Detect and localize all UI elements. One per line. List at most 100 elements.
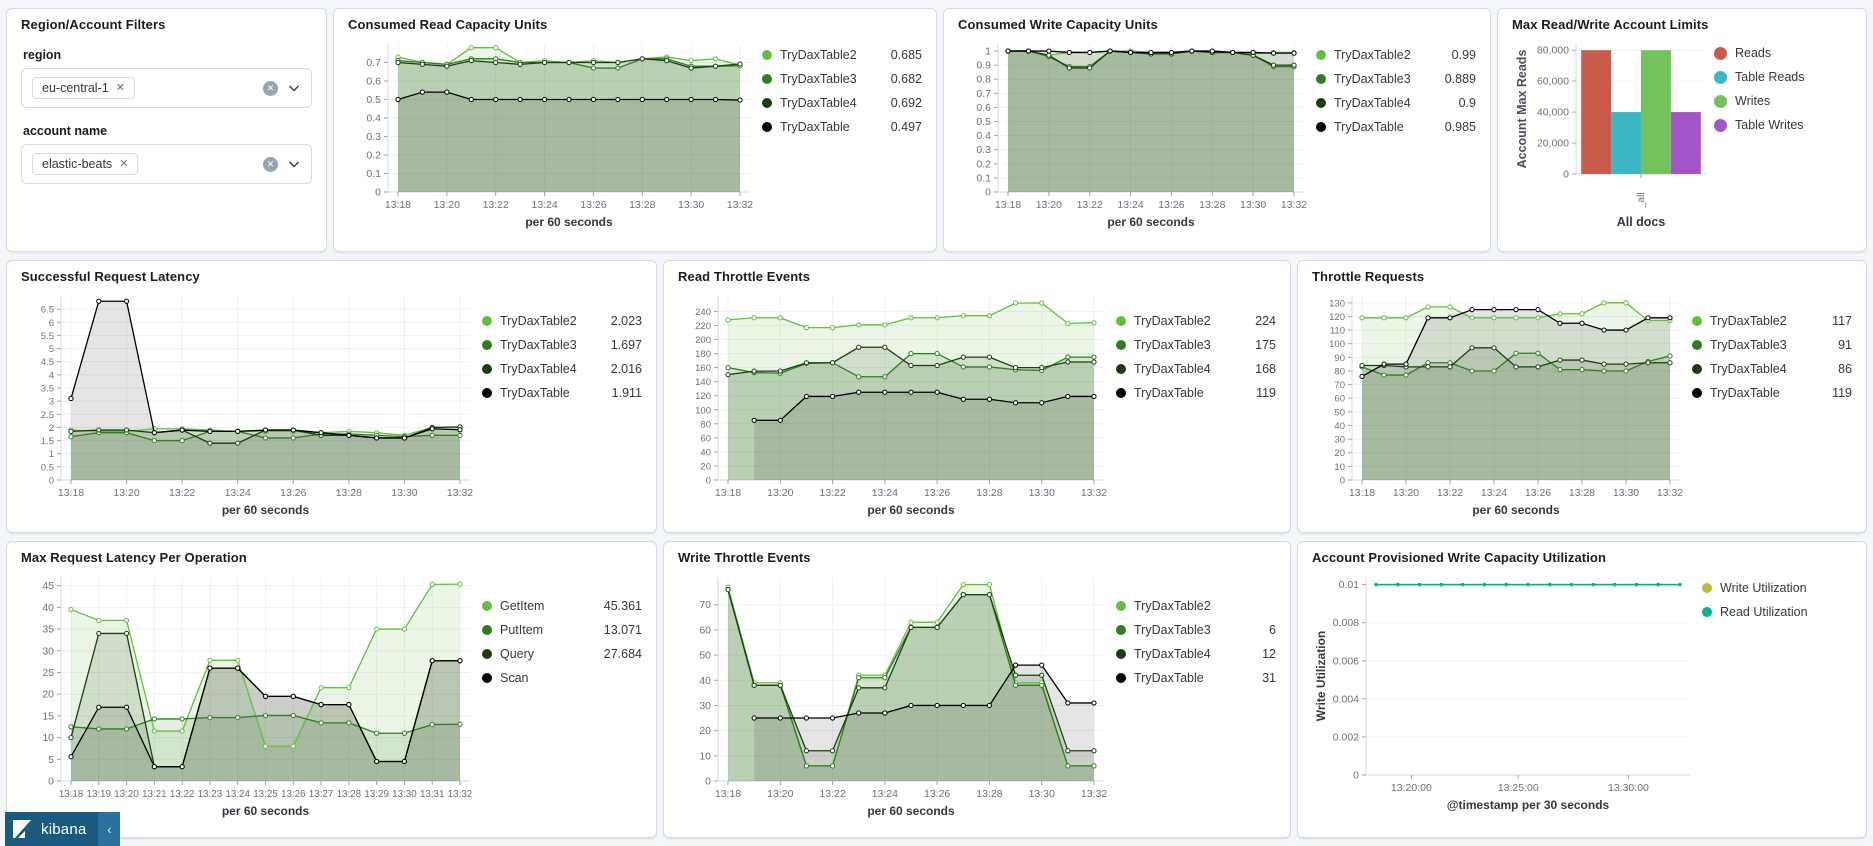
legend-item-trydaxtable[interactable]: TryDaxTable 119 [1116,386,1276,400]
svg-text:0: 0 [705,776,711,788]
svg-text:130: 130 [1329,298,1345,309]
collapse-nav-button[interactable]: ‹ [98,812,121,846]
region-combobox[interactable]: eu-central-1 ✕ ✕ [21,68,312,108]
legend-value: 91 [1838,338,1852,352]
svg-text:40: 40 [42,602,54,614]
svg-text:0.3: 0.3 [976,144,991,156]
legend-item-trydaxtable3[interactable]: TryDaxTable3 0.682 [762,72,922,86]
legend-item-trydaxtable2[interactable]: TryDaxTable2 2.023 [482,314,642,328]
legend-label: Write Utilization [1720,581,1807,595]
panel-consumed-read-capacity: Consumed Read Capacity Units 0 0.1 0.2 0.3 0… [333,8,937,252]
legend-item-trydaxtable[interactable]: TryDaxTable 119 [1692,386,1852,400]
svg-text:20: 20 [699,725,711,737]
svg-text:2: 2 [49,423,54,434]
legend-item-trydaxtable[interactable]: TryDaxTable 1.911 [482,386,642,400]
svg-text:13:22: 13:22 [1077,199,1103,211]
legend-item-query[interactable]: Query 27.684 [482,647,642,661]
svg-text:13:28: 13:28 [336,487,362,499]
svg-text:0.1: 0.1 [976,172,991,184]
svg-text:13:22: 13:22 [1437,487,1463,499]
legend-item-trydaxtable4[interactable]: TryDaxTable4 12 [1116,647,1276,661]
remove-tag-icon[interactable]: ✕ [119,157,129,170]
legend-item-trydaxtable2[interactable]: TryDaxTable2 0.685 [762,48,922,62]
svg-text:110: 110 [1330,326,1345,337]
remove-tag-icon[interactable]: ✕ [115,81,125,94]
legend-item-trydaxtable[interactable]: TryDaxTable 31 [1116,671,1276,685]
svg-text:per 60 seconds: per 60 seconds [1107,215,1195,229]
legend-item-table-reads[interactable]: Table Reads [1714,70,1852,84]
legend-value: 86 [1838,362,1852,376]
legend-item-scan[interactable]: Scan [482,671,642,685]
legend-dot [482,649,492,659]
legend-item-trydaxtable3[interactable]: TryDaxTable3 175 [1116,338,1276,352]
legend-value: 0.692 [890,96,922,110]
legend-item-putitem[interactable]: PutItem 13.071 [482,623,642,637]
chart-legend: TryDaxTable2 2.023 TryDaxTable3 1.697 TryDax… [482,284,642,410]
svg-text:240: 240 [695,307,711,318]
legend-item-trydaxtable3[interactable]: TryDaxTable3 1.697 [482,338,642,352]
svg-text:60: 60 [700,433,711,444]
legend-label: TryDaxTable3 [780,72,857,86]
legend-item-trydaxtable2[interactable]: TryDaxTable2 117 [1692,314,1852,328]
legend-item-trydaxtable4[interactable]: TryDaxTable4 86 [1692,362,1852,376]
legend-item-reads[interactable]: Reads [1714,46,1852,60]
legend-label: GetItem [500,599,545,613]
kibana-brand-label: kibana [41,820,87,838]
legend-item-trydaxtable[interactable]: TryDaxTable 0.497 [762,120,922,134]
svg-text:13:22: 13:22 [483,199,509,211]
account-combobox[interactable]: elastic-beats ✕ ✕ [21,144,312,184]
panel-max-read-write-limits: Max Read/Write Account Limits 0 20,000 40,… [1497,8,1867,252]
svg-text:50: 50 [1334,407,1345,418]
svg-text:13:20: 13:20 [113,487,139,499]
legend-item-write-utilization[interactable]: Write Utilization [1702,581,1852,595]
svg-text:20: 20 [700,461,711,472]
max-limits-bar-chart: 0 20,000 40,000 60,000 80,000 _all All docs Acc… [1512,32,1714,244]
legend-item-trydaxtable2[interactable]: TryDaxTable2 224 [1116,314,1276,328]
legend-item-trydaxtable2[interactable]: TryDaxTable2 [1116,599,1276,613]
legend-item-trydaxtable[interactable]: TryDaxTable 0.985 [1316,120,1476,134]
svg-text:13:28: 13:28 [976,487,1002,499]
svg-text:0.01: 0.01 [1339,579,1360,591]
legend-item-trydaxtable3[interactable]: TryDaxTable3 91 [1692,338,1852,352]
legend-item-table-writes[interactable]: Table Writes [1714,118,1852,132]
legend-item-writes[interactable]: Writes [1714,94,1852,108]
chevron-down-icon[interactable] [287,157,301,171]
chevron-down-icon[interactable] [287,81,301,95]
svg-text:13:18: 13:18 [995,199,1021,211]
panel-consumed-write-capacity: Consumed Write Capacity Units 0 0.1 0.2 0.3… [943,8,1491,252]
panel-title: Max Read/Write Account Limits [1512,17,1709,32]
legend-item-read-utilization[interactable]: Read Utilization [1702,605,1852,619]
svg-text:13:18: 13:18 [59,789,84,800]
legend-label: TryDaxTable4 [1334,96,1411,110]
legend-item-trydaxtable4[interactable]: TryDaxTable4 2.016 [482,362,642,376]
svg-text:80: 80 [1334,366,1345,377]
legend-dot [1316,98,1326,108]
legend-item-trydaxtable4[interactable]: TryDaxTable4 168 [1116,362,1276,376]
consumed-read-chart: 0 0.1 0.2 0.3 0.4 0.5 0.6 0.7 13:18 13:20 13:22 13:… [348,32,762,234]
legend-item-trydaxtable4[interactable]: TryDaxTable4 0.692 [762,96,922,110]
chart-legend: TryDaxTable2 117 TryDaxTable3 91 TryDaxTable… [1692,284,1852,410]
clear-selection-icon[interactable]: ✕ [263,80,278,96]
legend-item-trydaxtable3[interactable]: TryDaxTable3 6 [1116,623,1276,637]
legend-item-trydaxtable3[interactable]: TryDaxTable3 0.889 [1316,72,1476,86]
kibana-nav-bar: kibana ‹ [5,812,121,846]
legend-item-trydaxtable2[interactable]: TryDaxTable2 0.99 [1316,48,1476,62]
svg-text:13:30: 13:30 [392,789,417,800]
svg-text:30: 30 [42,645,54,657]
legend-item-trydaxtable4[interactable]: TryDaxTable4 0.9 [1316,96,1476,110]
legend-dot [1116,649,1126,659]
svg-text:13:32: 13:32 [1657,487,1683,499]
svg-text:13:22: 13:22 [819,788,845,800]
svg-text:13:28: 13:28 [337,789,362,800]
svg-text:120: 120 [695,391,711,402]
legend-item-getitem[interactable]: GetItem 45.361 [482,599,642,613]
svg-text:0: 0 [1563,169,1569,181]
account-tag[interactable]: elastic-beats ✕ [32,153,139,175]
chart-legend: TryDaxTable2 224 TryDaxTable3 175 TryDaxTabl… [1116,284,1276,410]
panel-title: Region/Account Filters [21,17,166,32]
region-tag[interactable]: eu-central-1 ✕ [32,77,135,99]
svg-text:5.5: 5.5 [41,331,54,342]
svg-text:0.8: 0.8 [976,74,991,86]
svg-text:13:26: 13:26 [281,789,306,800]
clear-selection-icon[interactable]: ✕ [263,156,278,172]
